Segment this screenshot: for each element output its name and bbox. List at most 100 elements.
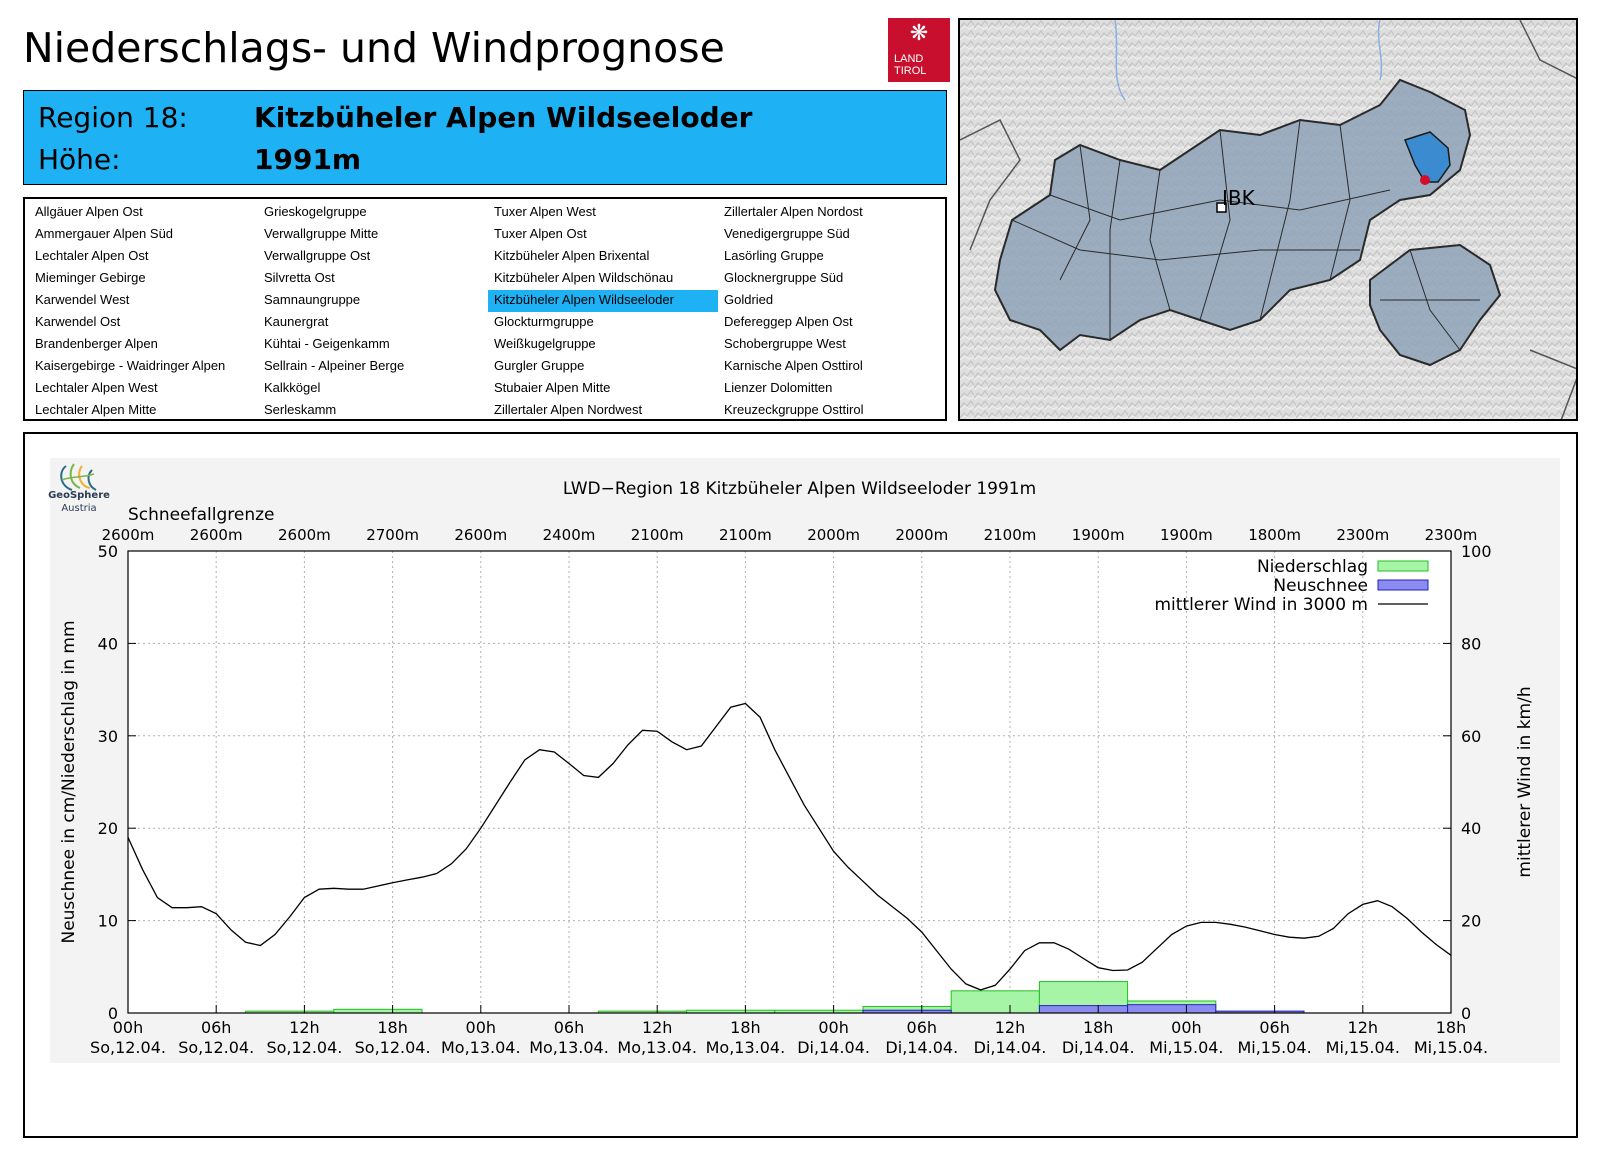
north-tirol-region[interactable] xyxy=(993,78,1472,352)
region-list-item[interactable]: Ammergauer Alpen Süd xyxy=(35,226,174,241)
y-tick-label: 50 xyxy=(98,542,118,561)
snowline-label: 2600m xyxy=(278,526,331,544)
x-tick-label-date: Mo,13.04. xyxy=(529,1038,609,1057)
legend-label-neuschnee: Neuschnee xyxy=(1273,576,1368,596)
region-list-item[interactable]: Karnische Alpen Osttirol xyxy=(724,358,863,373)
snowline-label: 2000m xyxy=(807,526,860,544)
snowline-label: 1900m xyxy=(1072,526,1125,544)
y2-tick-label: 40 xyxy=(1461,819,1481,838)
x-tick-label-date: Mo,13.04. xyxy=(441,1038,521,1057)
region-list-item[interactable]: Goldried xyxy=(724,292,774,307)
snowline-label: 1800m xyxy=(1248,526,1301,544)
x-tick-label-hour: 00h xyxy=(466,1018,497,1037)
x-tick-label-date: So,12.04. xyxy=(355,1038,431,1057)
region-list-item[interactable]: Verwallgruppe Mitte xyxy=(264,226,379,241)
region-list-item[interactable]: Weißkugelgruppe xyxy=(494,336,596,351)
y-tick-label: 40 xyxy=(98,634,118,653)
selected-region-wildseeloder[interactable] xyxy=(1404,131,1451,183)
x-tick-label-hour: 12h xyxy=(289,1018,320,1037)
region-list: Allgäuer Alpen Ost Ammergauer Alpen Süd Le… xyxy=(23,197,947,421)
snowline-label: 2100m xyxy=(719,526,772,544)
region-list-item[interactable]: Tuxer Alpen West xyxy=(494,204,596,219)
region-list-item[interactable]: Lechtaler Alpen Mitte xyxy=(35,402,157,417)
region-list-item[interactable]: Kaisergebirge - Waidringer Alpen xyxy=(35,358,226,373)
snowline-label: 2100m xyxy=(984,526,1037,544)
east-tirol-region[interactable] xyxy=(1369,243,1502,367)
y2-axis-label: mittlerer Wind in km/h xyxy=(1515,686,1535,877)
x-tick-label-date: Mi,15.04. xyxy=(1149,1038,1223,1057)
x-tick-label-date: Mo,13.04. xyxy=(706,1038,786,1057)
region-list-item[interactable]: Kitzbüheler Alpen Brixental xyxy=(494,248,650,263)
region-list-item[interactable]: Karwendel Ost xyxy=(35,314,121,329)
niederschlag-bar xyxy=(950,990,1040,1014)
snowline-label: 2600m xyxy=(454,526,507,544)
x-tick-label-hour: 18h xyxy=(1083,1018,1114,1037)
region-list-item[interactable]: Venedigergruppe Süd xyxy=(724,226,850,241)
tirol-region-map[interactable]: IBK xyxy=(958,18,1578,421)
map-svg: IBK xyxy=(960,20,1576,419)
x-tick-label-date: Mi,15.04. xyxy=(1414,1038,1488,1057)
region-list-item[interactable]: Samnaungruppe xyxy=(264,292,361,307)
region-list-item[interactable]: Lechtaler Alpen West xyxy=(35,380,158,395)
legend-label-niederschlag: Niederschlag xyxy=(1257,557,1368,577)
region-list-item-selected[interactable]: Kitzbüheler Alpen Wildseeloder xyxy=(488,290,718,312)
x-tick-label-hour: 18h xyxy=(1436,1018,1467,1037)
snowline-label: 2300m xyxy=(1425,526,1478,544)
y-axis-label: Neuschnee in cm/Niederschlag in mm xyxy=(59,620,79,943)
selected-region-marker xyxy=(1420,175,1430,185)
region-list-item[interactable]: Kreuzeckgruppe Osttirol xyxy=(724,402,864,417)
region-list-item[interactable]: Serleskamm xyxy=(264,402,337,417)
y2-tick-label: 20 xyxy=(1461,912,1481,931)
region-list-item[interactable]: Tuxer Alpen Ost xyxy=(494,226,587,241)
x-tick-label-date: Di,14.04. xyxy=(885,1038,958,1057)
region-list-item[interactable]: Schobergruppe West xyxy=(724,336,846,351)
region-list-item[interactable]: Kühtai - Geigenkamm xyxy=(264,336,390,351)
region-list-item[interactable]: Kitzbüheler Alpen Wildschönau xyxy=(494,270,674,285)
height-value: 1991m xyxy=(254,143,362,176)
region-list-item[interactable]: Lasörling Gruppe xyxy=(724,248,824,263)
x-tick-label-hour: 00h xyxy=(1171,1018,1202,1037)
region-list-item[interactable]: Gurgler Gruppe xyxy=(494,358,585,373)
country-border xyxy=(960,20,1576,419)
region-list-item[interactable]: Lienzer Dolomitten xyxy=(724,380,833,395)
ibk-marker xyxy=(1216,202,1227,213)
region-list-item[interactable]: Zillertaler Alpen Nordwest xyxy=(494,402,643,417)
region-list-item[interactable]: Glockturmgruppe xyxy=(494,314,594,329)
y-tick-label: 10 xyxy=(98,912,118,931)
region-list-item[interactable]: Lechtaler Alpen Ost xyxy=(35,248,149,263)
region-list-item[interactable]: Stubaier Alpen Mitte xyxy=(494,380,611,395)
region-list-item[interactable]: Kaunergrat xyxy=(264,314,329,329)
wind-line xyxy=(127,702,1452,991)
region-list-item[interactable]: Grieskogelgruppe xyxy=(264,204,367,219)
neuschnee-bar xyxy=(1127,1004,1217,1014)
geosphere-sub: Austria xyxy=(61,503,97,514)
region-list-item[interactable]: Mieminger Gebirge xyxy=(35,270,146,285)
region-list-column: Allgäuer Alpen Ost Ammergauer Alpen Süd Le… xyxy=(29,202,259,422)
region-list-item[interactable]: Silvretta Ost xyxy=(264,270,335,285)
x-tick-label-date: Di,14.04. xyxy=(1062,1038,1135,1057)
x-tick-label-hour: 12h xyxy=(1348,1018,1379,1037)
snowline-label: 2100m xyxy=(631,526,684,544)
region-list-item[interactable]: Allgäuer Alpen Ost xyxy=(35,204,143,219)
height-label: Höhe: xyxy=(38,143,121,176)
region-list-item[interactable]: Zillertaler Alpen Nordost xyxy=(724,204,863,219)
x-tick-label-date: Di,14.04. xyxy=(797,1038,870,1057)
region-list-item[interactable]: Glocknergruppe Süd xyxy=(724,270,844,285)
region-list-item[interactable]: Karwendel West xyxy=(35,292,130,307)
region-list-item[interactable]: Verwallgruppe Ost xyxy=(264,248,371,263)
x-tick-label-hour: 12h xyxy=(995,1018,1026,1037)
region-list-item[interactable]: Defereggер Alpen Ost xyxy=(724,314,853,329)
tirol-eagle-icon: ❋ xyxy=(909,21,929,46)
plot-area xyxy=(128,551,1451,1013)
x-tick-label-hour: 06h xyxy=(907,1018,938,1037)
region-list-item[interactable]: Kalkkögel xyxy=(264,380,321,395)
region-list-item[interactable]: Sellrain - Alpeiner Berge xyxy=(264,358,405,373)
page-title: Niederschlags- und Windprognose xyxy=(23,24,725,72)
y2-tick-label: 100 xyxy=(1461,542,1492,561)
region-list-item[interactable]: Brandenberger Alpen xyxy=(35,336,158,351)
snowline-label: 2600m xyxy=(190,526,243,544)
legend-swatch-neuschnee xyxy=(1377,579,1429,591)
region-list-column: Zillertaler Alpen Nordost Venedigergruppe… xyxy=(718,202,948,422)
x-tick-label-date: Di,14.04. xyxy=(974,1038,1047,1057)
